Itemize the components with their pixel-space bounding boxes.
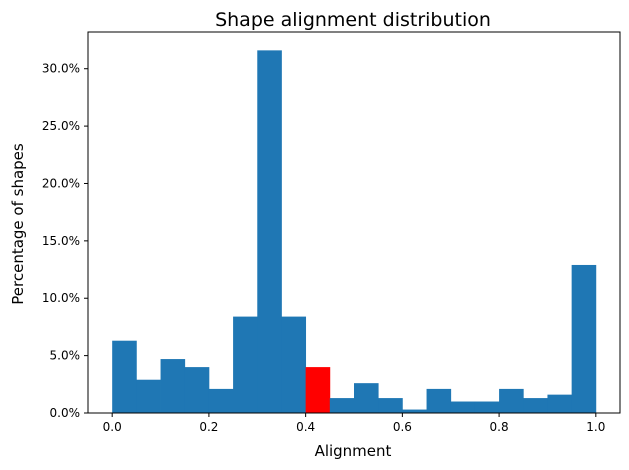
histogram-bar: [499, 388, 524, 413]
histogram-bar: [160, 359, 186, 413]
x-tick-label: 0.8: [490, 420, 509, 434]
y-tick-label: 20.0%: [42, 176, 80, 190]
histogram-bar: [136, 379, 161, 413]
x-tick-label: 0.2: [199, 420, 218, 434]
histogram-bar: [402, 409, 427, 413]
bars: [112, 50, 597, 414]
histogram-bar: [281, 316, 307, 413]
histogram-bar: [523, 398, 548, 413]
y-axis-label: Percentage of shapes: [9, 143, 27, 305]
x-tick-label: 0.4: [296, 420, 315, 434]
histogram-bar: [233, 316, 258, 413]
x-tick-label: 0.6: [393, 420, 412, 434]
x-axis-label: Alignment: [315, 442, 392, 460]
y-axis-ticks: 0.0% 5.0% 10.0% 15.0% 20.0% 25.0% 30.0%: [42, 62, 88, 420]
histogram-bar: [329, 398, 355, 413]
histogram-bar: [112, 340, 137, 413]
histogram-bar: [184, 367, 210, 413]
x-tick-label: 0.0: [103, 420, 122, 434]
histogram-bar: [450, 401, 476, 413]
histogram-bar: [571, 264, 597, 413]
chart-title: Shape alignment distribution: [215, 9, 491, 31]
plot-frame: [87, 31, 621, 414]
histogram-bar: [547, 394, 573, 413]
y-tick-label: 10.0%: [42, 291, 80, 305]
histogram-bar: [208, 388, 234, 413]
y-tick-label: 5.0%: [50, 349, 81, 363]
y-tick-label: 30.0%: [42, 62, 80, 76]
x-axis-ticks: 0.0 0.2 0.4 0.6 0.8 1.0: [103, 413, 605, 434]
y-tick-label: 25.0%: [42, 119, 80, 133]
histogram-bar: [474, 401, 500, 413]
histogram-bar: [257, 50, 282, 414]
histogram-bar-highlighted: [305, 367, 331, 413]
y-tick-label: 0.0%: [50, 406, 81, 420]
histogram-bar: [354, 383, 379, 413]
x-tick-label: 1.0: [586, 420, 605, 434]
histogram-bar: [426, 388, 452, 413]
y-tick-label: 15.0%: [42, 234, 80, 248]
histogram-bar: [378, 398, 403, 413]
